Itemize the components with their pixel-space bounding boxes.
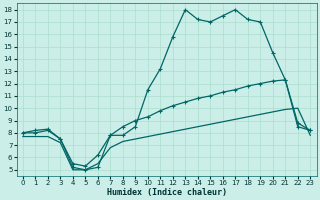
X-axis label: Humidex (Indice chaleur): Humidex (Indice chaleur): [107, 188, 227, 197]
